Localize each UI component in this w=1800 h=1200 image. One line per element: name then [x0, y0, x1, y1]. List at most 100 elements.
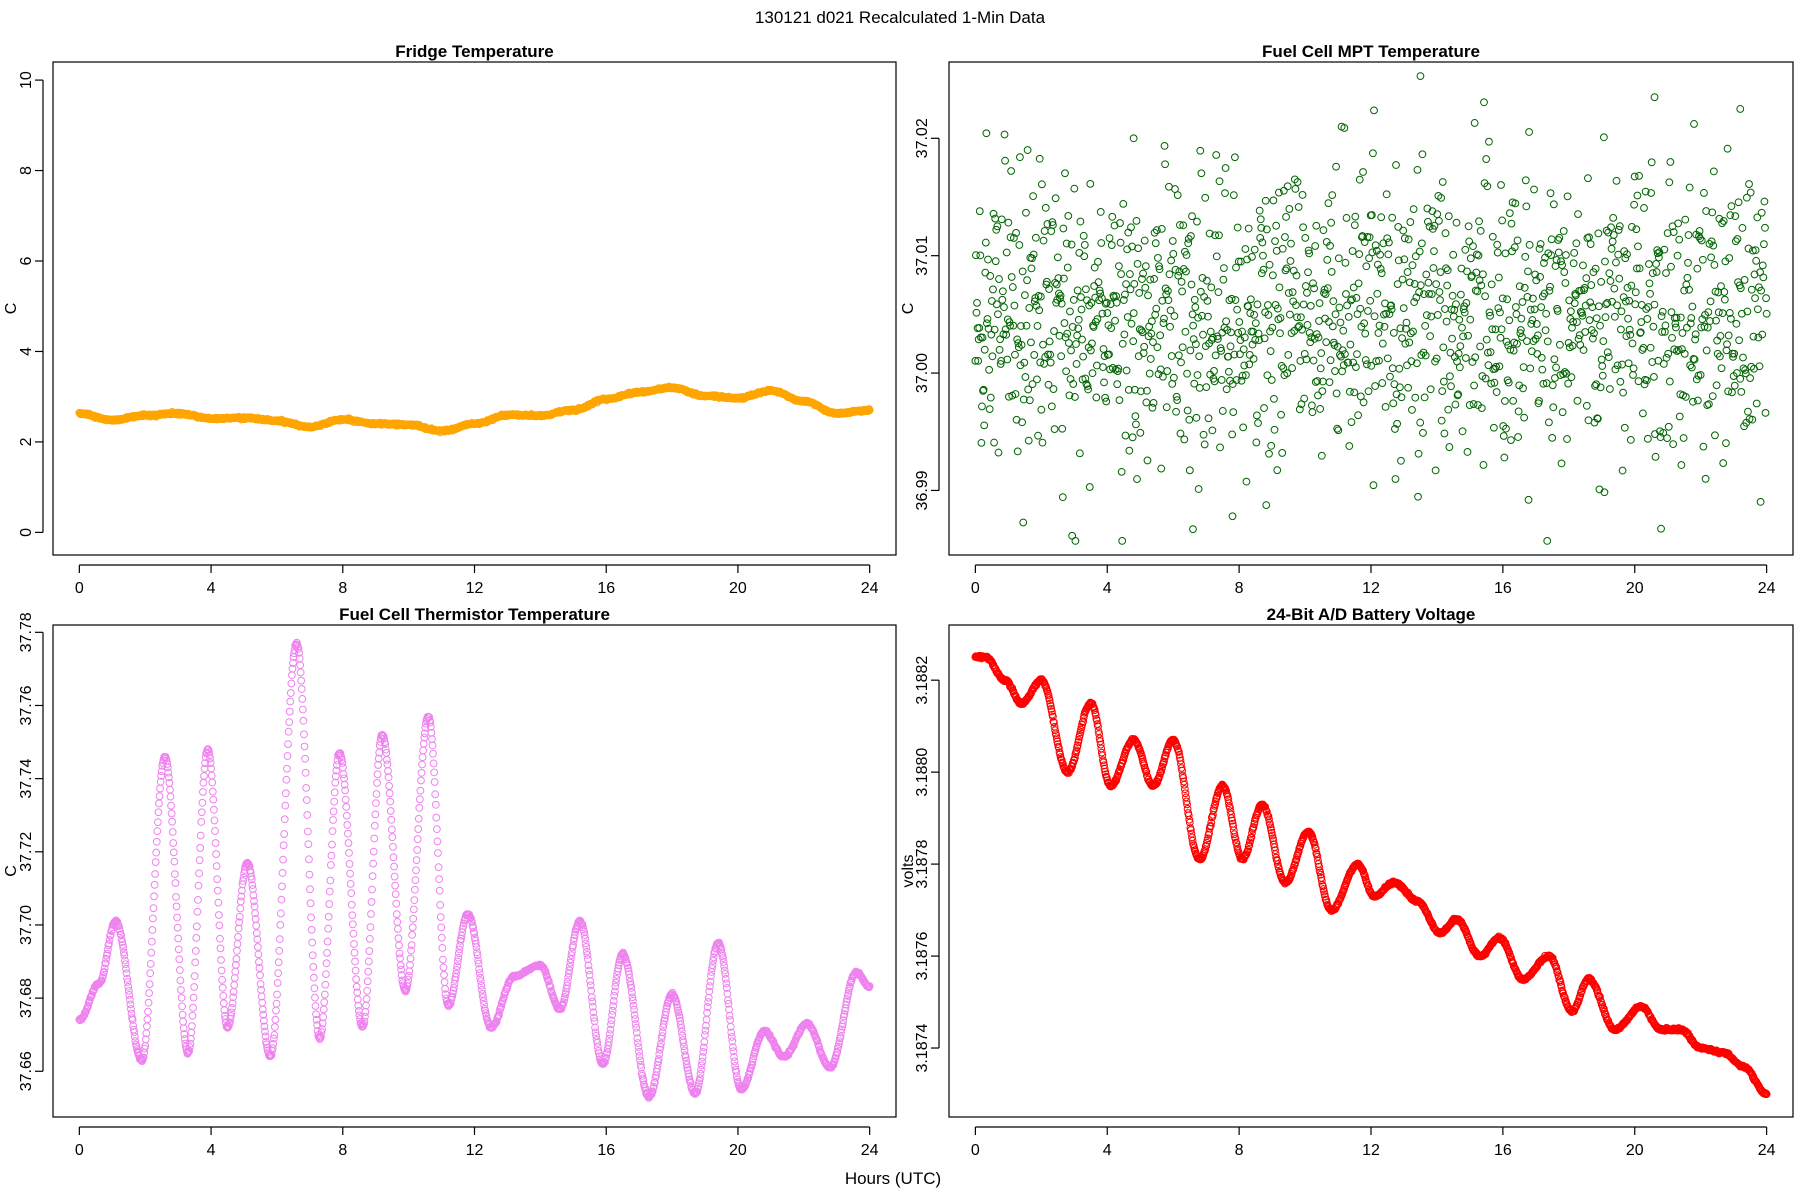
data-point	[1610, 312, 1619, 321]
data-point	[1427, 290, 1436, 299]
data-point	[631, 1015, 640, 1023]
data-point	[1400, 234, 1409, 243]
data-point	[1304, 246, 1313, 255]
data-point	[417, 776, 425, 785]
data-point	[1576, 341, 1585, 349]
x-tick-label: 20	[729, 580, 747, 597]
data-point	[432, 813, 441, 822]
data-point	[1017, 322, 1025, 330]
data-point	[1634, 242, 1642, 251]
data-point	[1693, 264, 1702, 273]
data-point	[299, 716, 308, 725]
data-point	[837, 1028, 845, 1037]
data-point	[1350, 388, 1359, 397]
data-point	[1710, 261, 1719, 269]
data-point	[1417, 239, 1426, 248]
data-point	[1309, 279, 1317, 288]
data-point	[1207, 818, 1216, 827]
data-point	[727, 1028, 736, 1037]
data-point	[1115, 396, 1124, 405]
data-point	[1195, 384, 1204, 392]
data-point	[1041, 353, 1050, 361]
data-point	[1444, 212, 1453, 221]
data-point	[1639, 409, 1647, 418]
data-point	[624, 964, 632, 972]
data-point	[411, 876, 420, 885]
data-point	[1136, 387, 1145, 396]
data-point	[1174, 351, 1183, 360]
data-point	[1193, 371, 1202, 379]
data-point	[426, 718, 435, 727]
data-point	[197, 808, 206, 817]
data-point	[1251, 319, 1260, 328]
data-point	[473, 951, 482, 960]
data-point	[1690, 355, 1699, 364]
data-point	[477, 981, 486, 990]
data-point	[88, 990, 96, 999]
data-point	[1525, 241, 1534, 249]
data-point	[835, 1037, 844, 1045]
data-point	[1073, 741, 1082, 750]
data-point	[1216, 443, 1224, 452]
chart-3-title: 24-Bit A/D Battery Voltage	[1267, 605, 1476, 624]
data-point	[1569, 259, 1578, 268]
data-point	[1132, 216, 1141, 225]
data-point	[1332, 162, 1340, 171]
data-point	[1137, 326, 1146, 335]
data-point	[1518, 298, 1527, 306]
data-point	[1681, 392, 1690, 401]
data-point	[1279, 186, 1288, 195]
data-point	[1229, 191, 1238, 200]
data-point	[1704, 400, 1713, 409]
data-point	[1610, 284, 1619, 293]
data-point	[1672, 323, 1680, 332]
data-point	[1262, 501, 1271, 510]
data-point	[985, 365, 994, 374]
data-point	[1640, 380, 1649, 389]
data-point	[196, 831, 205, 840]
data-point	[435, 886, 444, 895]
data-point	[1555, 340, 1564, 349]
data-point	[1162, 403, 1171, 412]
data-point	[448, 992, 457, 1001]
data-point	[1348, 295, 1356, 304]
data-point	[363, 977, 372, 986]
data-point	[1629, 364, 1638, 373]
data-point	[1700, 322, 1709, 331]
data-point	[1728, 388, 1736, 397]
data-point	[1024, 436, 1033, 445]
data-point	[1215, 231, 1223, 240]
data-point	[1052, 280, 1061, 289]
data-point	[1758, 330, 1767, 339]
data-point	[321, 980, 330, 989]
data-point	[1191, 303, 1200, 312]
data-point	[972, 308, 981, 317]
data-point	[1316, 364, 1325, 373]
data-point	[1007, 167, 1016, 175]
data-point	[1488, 232, 1497, 241]
data-point	[1458, 427, 1467, 436]
data-point	[1737, 388, 1746, 396]
data-point	[457, 931, 466, 940]
data-point	[144, 1007, 152, 1016]
data-point	[1491, 325, 1500, 334]
data-point	[1190, 379, 1199, 388]
data-point	[209, 795, 218, 804]
data-point	[1187, 232, 1195, 240]
data-point	[1121, 290, 1129, 299]
data-point	[1624, 359, 1633, 368]
data-point	[1253, 300, 1262, 309]
data-point	[193, 907, 202, 916]
data-point	[344, 839, 353, 847]
data-point	[1176, 221, 1184, 229]
data-point	[1381, 402, 1390, 411]
data-point	[1214, 288, 1223, 297]
data-point	[635, 1047, 643, 1056]
data-point	[1479, 461, 1488, 469]
data-point	[1205, 229, 1214, 238]
data-point	[1493, 248, 1502, 257]
data-point	[1493, 240, 1502, 249]
data-point	[1150, 275, 1158, 283]
data-point	[1608, 297, 1617, 306]
data-point	[992, 300, 1001, 309]
